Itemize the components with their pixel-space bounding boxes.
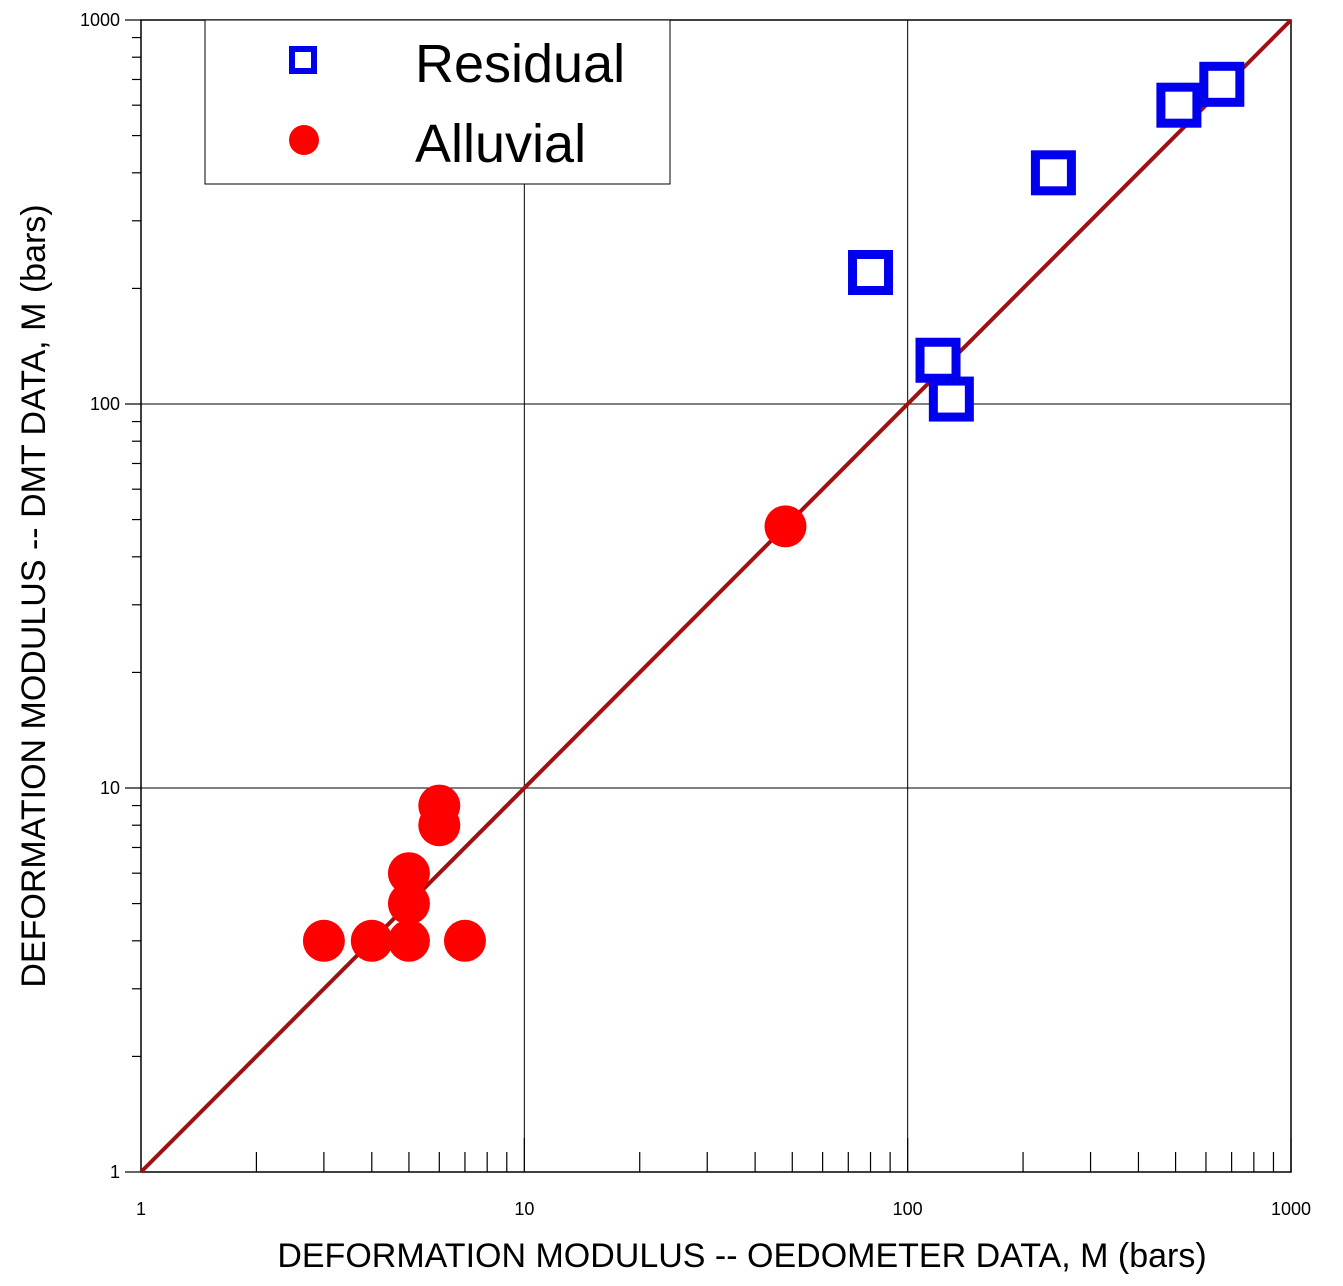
residual-point xyxy=(848,250,894,296)
x-tick-label: 100 xyxy=(893,1199,923,1219)
x-tick-labels: 1 10 100 1000 xyxy=(136,1199,1311,1219)
legend-marker-residual-icon xyxy=(289,46,317,74)
residual-point xyxy=(1156,82,1202,128)
residual-point xyxy=(915,337,961,383)
x-tick-label: 1000 xyxy=(1271,1199,1311,1219)
alluvial-point xyxy=(418,784,461,827)
legend-label-alluvial: Alluvial xyxy=(415,114,586,174)
reference-line-group xyxy=(139,18,1293,1174)
alluvial-point xyxy=(443,919,486,962)
y-tick-labels: 1 10 100 1000 xyxy=(80,10,120,1182)
y-tick-label: 100 xyxy=(90,394,120,414)
grid-lines xyxy=(141,20,1291,1172)
y-tick-label: 1 xyxy=(110,1162,120,1182)
x-tick-label: 1 xyxy=(136,1199,146,1219)
residual-point xyxy=(928,376,974,422)
x-tick-label: 10 xyxy=(514,1199,534,1219)
legend: Residual Alluvial xyxy=(204,19,671,185)
alluvial-point xyxy=(387,882,430,925)
alluvial-point xyxy=(302,919,345,962)
x-axis-title: DEFORMATION MODULUS -- OEDOMETER DATA, M… xyxy=(277,1237,1206,1275)
alluvial-point xyxy=(387,852,430,895)
y-axis-title: DEFORMATION MODULUS -- DMT DATA, M (bars… xyxy=(15,204,53,987)
axis-ticks xyxy=(125,19,1292,1173)
legend-marker-alluvial-icon xyxy=(289,125,319,155)
legend-box xyxy=(204,19,671,185)
y-tick-label: 1000 xyxy=(80,10,120,30)
data-points xyxy=(302,61,1245,962)
reference-line-1-to-1 xyxy=(139,18,1293,1174)
alluvial-point xyxy=(387,919,430,962)
alluvial-point xyxy=(350,919,393,962)
y-tick-label: 10 xyxy=(100,778,120,798)
residual-point xyxy=(1030,150,1076,196)
residual-point xyxy=(1199,61,1245,107)
legend-label-residual: Residual xyxy=(415,34,625,94)
alluvial-point xyxy=(764,505,807,548)
